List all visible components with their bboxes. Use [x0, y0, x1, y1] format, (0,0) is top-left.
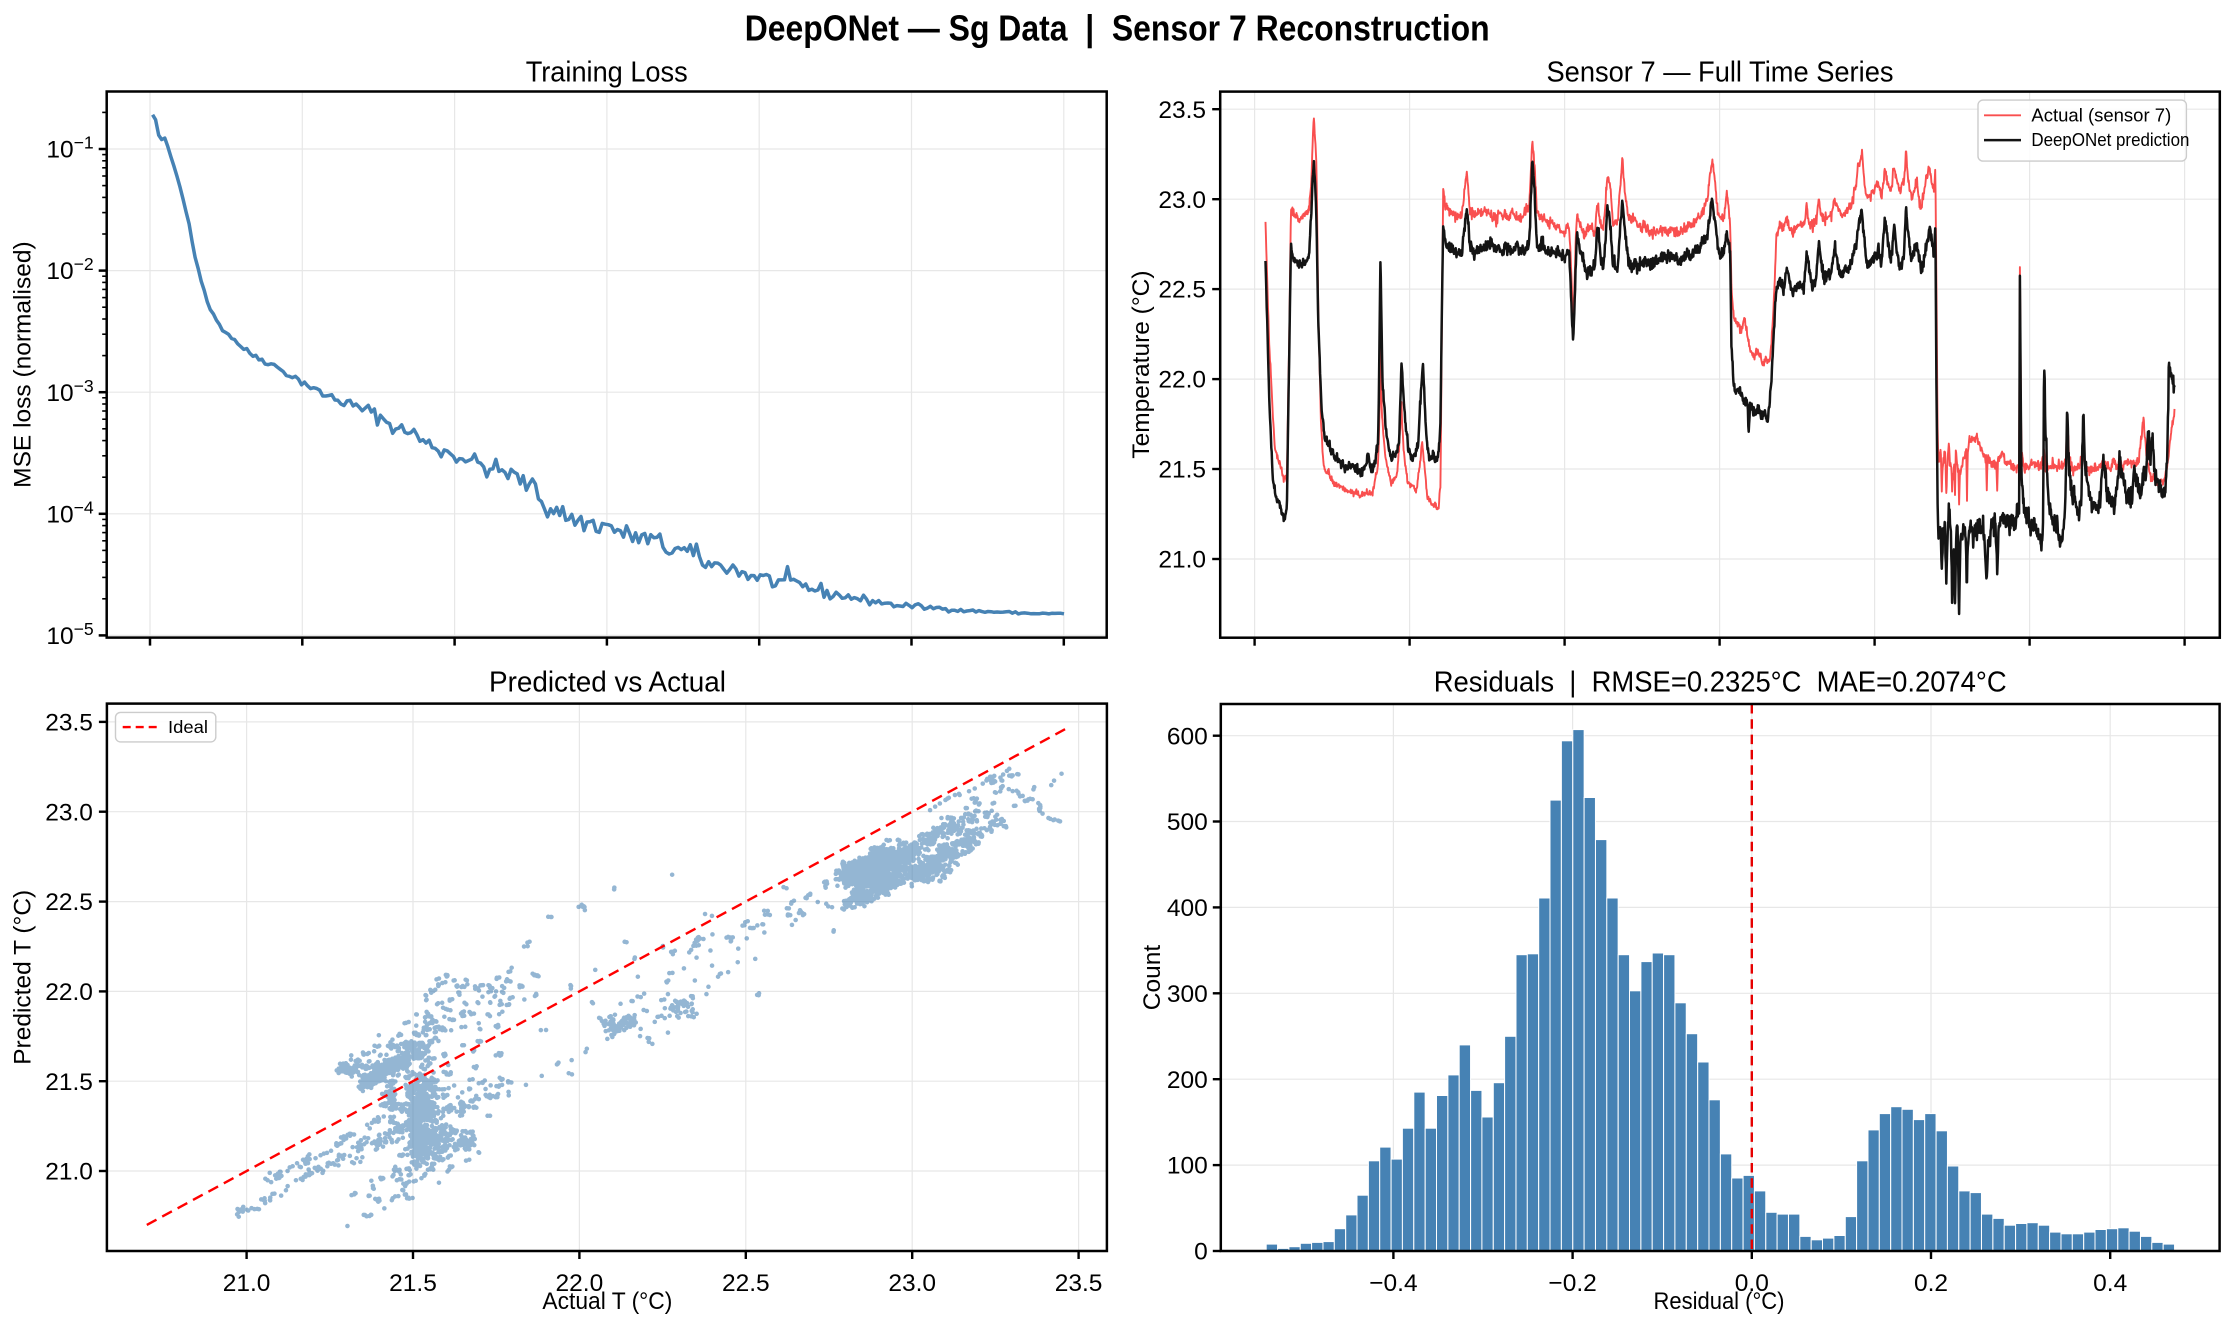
- svg-text:Ideal: Ideal: [168, 717, 208, 737]
- svg-text:0.2: 0.2: [1914, 1270, 1948, 1297]
- svg-text:−0.4: −0.4: [1369, 1270, 1417, 1297]
- svg-text:21.5: 21.5: [1158, 457, 1206, 484]
- svg-text:300: 300: [1167, 981, 1208, 1008]
- svg-text:−0.2: −0.2: [1548, 1270, 1596, 1297]
- svg-text:100: 100: [1167, 1153, 1208, 1180]
- svg-text:0: 0: [1194, 1239, 1208, 1266]
- svg-text:10−1: 10−1: [46, 133, 93, 164]
- svg-text:DeepONet — Sg Data | Sensor: DeepONet — Sg Data | Sensor 7 Reconstruc…: [745, 8, 1490, 50]
- svg-text:Sensor 7 — Full Time Series: Sensor 7 — Full Time Series: [1547, 56, 1894, 88]
- svg-text:21.5: 21.5: [45, 1069, 93, 1096]
- svg-text:21.0: 21.0: [223, 1270, 271, 1297]
- svg-text:0.0: 0.0: [1735, 1270, 1769, 1297]
- svg-text:Residual (°C): Residual (°C): [1654, 1288, 1785, 1315]
- svg-text:10−5: 10−5: [46, 619, 94, 650]
- svg-text:23.5: 23.5: [1158, 97, 1206, 124]
- svg-text:22.0: 22.0: [1158, 367, 1206, 394]
- svg-text:21.5: 21.5: [389, 1270, 437, 1297]
- svg-text:21.0: 21.0: [45, 1159, 93, 1186]
- svg-text:23.0: 23.0: [45, 799, 93, 826]
- svg-text:600: 600: [1167, 723, 1208, 750]
- svg-text:23.5: 23.5: [45, 710, 93, 737]
- svg-text:Temperature (°C): Temperature (°C): [1128, 271, 1155, 459]
- svg-text:Actual (sensor 7): Actual (sensor 7): [2031, 104, 2171, 125]
- svg-text:23.5: 23.5: [1055, 1270, 1103, 1297]
- svg-text:23.0: 23.0: [888, 1270, 936, 1297]
- svg-text:22.0: 22.0: [556, 1270, 604, 1297]
- svg-text:10−4: 10−4: [46, 497, 94, 528]
- svg-text:MSE loss (normalised): MSE loss (normalised): [10, 241, 37, 487]
- svg-text:Training Loss: Training Loss: [526, 56, 688, 88]
- svg-text:22.5: 22.5: [1158, 277, 1206, 304]
- svg-text:Predicted vs Actual: Predicted vs Actual: [489, 666, 726, 698]
- svg-text:500: 500: [1167, 809, 1208, 836]
- svg-text:Residuals | RMSE=0.2325°C M: Residuals | RMSE=0.2325°C MAE=0.2074°C: [1434, 666, 2007, 698]
- svg-text:DeepONet prediction: DeepONet prediction: [2031, 129, 2189, 150]
- svg-text:Count: Count: [1139, 945, 1166, 1011]
- svg-text:Actual T (°C): Actual T (°C): [542, 1288, 672, 1315]
- svg-text:22.5: 22.5: [722, 1270, 770, 1297]
- svg-text:0.4: 0.4: [2093, 1270, 2127, 1297]
- svg-text:Predicted T (°C): Predicted T (°C): [10, 890, 37, 1065]
- svg-text:22.0: 22.0: [45, 979, 93, 1006]
- svg-text:400: 400: [1167, 895, 1208, 922]
- svg-text:22.5: 22.5: [45, 889, 93, 916]
- svg-text:21.0: 21.0: [1158, 547, 1206, 574]
- svg-text:200: 200: [1167, 1067, 1208, 1094]
- svg-text:23.0: 23.0: [1158, 187, 1206, 214]
